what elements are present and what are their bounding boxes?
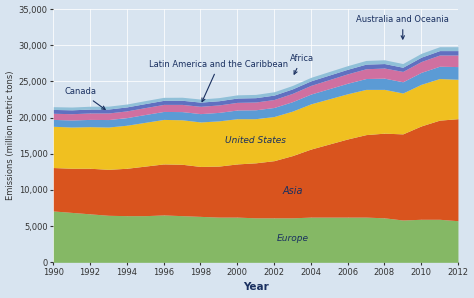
Text: Latin America and the Caribbean: Latin America and the Caribbean	[149, 60, 288, 102]
Text: Europe: Europe	[276, 234, 309, 243]
Text: Asia: Asia	[282, 186, 302, 195]
Text: Africa: Africa	[290, 54, 314, 74]
Text: Australia and Oceania: Australia and Oceania	[356, 15, 449, 39]
Text: United States: United States	[225, 136, 286, 145]
Y-axis label: Emissions (million metric tons): Emissions (million metric tons)	[6, 71, 15, 201]
Text: Canada: Canada	[65, 87, 105, 109]
X-axis label: Year: Year	[243, 283, 268, 292]
